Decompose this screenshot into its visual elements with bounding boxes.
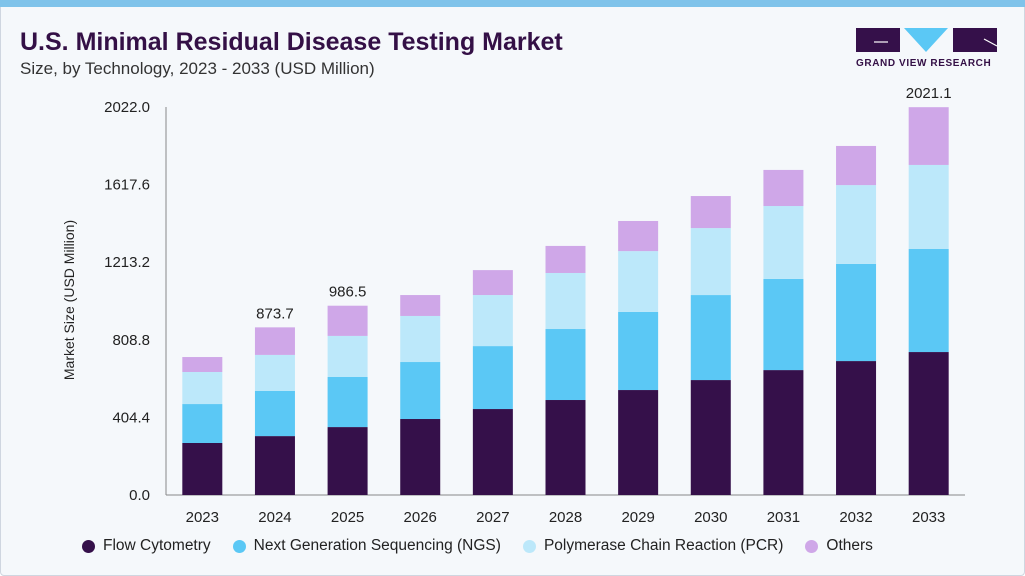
legend-item: Others (805, 537, 873, 555)
bar-segment-next-generation-sequencing-ngs- (763, 278, 804, 371)
legend-item: Next Generation Sequencing (NGS) (232, 537, 501, 555)
bar-segment-others (618, 220, 659, 252)
legend-item: Polymerase Chain Reaction (PCR) (522, 537, 784, 555)
bar-segment-others (182, 357, 223, 372)
bar-segment-flow-cytometry (472, 409, 513, 495)
bar-segment-others (400, 295, 441, 316)
y-tick-label: 1213.2 (104, 254, 150, 271)
data-label: 873.7 (256, 305, 294, 322)
bar-segment-polymerase-chain-reaction-pcr- (763, 206, 804, 279)
bar-segment-polymerase-chain-reaction-pcr- (836, 185, 877, 264)
bar-segment-polymerase-chain-reaction-pcr- (400, 315, 441, 363)
bar-segment-flow-cytometry (690, 380, 731, 495)
bar-segment-polymerase-chain-reaction-pcr- (908, 164, 949, 249)
bar-segment-flow-cytometry (254, 436, 295, 495)
bar-segment-others (836, 145, 877, 186)
x-tick-label: 2032 (839, 509, 872, 526)
x-tick-label: 2026 (404, 509, 437, 526)
bar-segment-polymerase-chain-reaction-pcr- (472, 295, 513, 347)
bar-segment-others (908, 107, 949, 165)
bar-segment-polymerase-chain-reaction-pcr- (327, 335, 368, 377)
bar-segment-next-generation-sequencing-ngs- (400, 362, 441, 420)
legend-label: Flow Cytometry (103, 537, 211, 554)
bar-segment-flow-cytometry (763, 370, 804, 495)
chart-title: U.S. Minimal Residual Disease Testing Ma… (20, 28, 563, 56)
legend-label: Others (826, 537, 873, 554)
top-stripe (0, 0, 1025, 7)
bar-segment-flow-cytometry (327, 427, 368, 495)
y-tick-label: 808.8 (112, 332, 150, 349)
legend-dot-icon (82, 539, 95, 553)
legend-dot-icon (232, 539, 246, 553)
data-label: 986.5 (329, 284, 367, 301)
y-tick-label: 0.0 (129, 487, 150, 504)
legend-dot-icon (805, 539, 819, 553)
bar-segment-next-generation-sequencing-ngs- (254, 390, 295, 437)
data-label: 2021.1 (906, 85, 952, 102)
legend-label: Next Generation Sequencing (NGS) (253, 537, 501, 554)
x-tick-label: 2025 (331, 509, 364, 526)
x-tick-label: 2030 (694, 509, 727, 526)
legend: Flow Cytometry Next Generation Sequencing… (82, 537, 873, 555)
bar-segment-next-generation-sequencing-ngs- (690, 295, 731, 381)
bar-segment-next-generation-sequencing-ngs- (618, 311, 659, 391)
bar-segment-flow-cytometry (545, 400, 586, 495)
y-axis-label: Market Size (USD Million) (61, 220, 77, 380)
bar-segment-polymerase-chain-reaction-pcr- (182, 371, 223, 405)
y-tick-label: 2022.0 (104, 99, 150, 116)
bar-segment-next-generation-sequencing-ngs- (836, 263, 877, 362)
x-tick-label: 2027 (476, 509, 509, 526)
bar-segment-others (690, 196, 731, 229)
bar-segment-others (472, 270, 513, 296)
bar-segment-others (545, 245, 586, 273)
bar-segment-polymerase-chain-reaction-pcr- (618, 251, 659, 312)
bar-segment-polymerase-chain-reaction-pcr- (254, 354, 295, 391)
gvr-logo-icon (856, 28, 998, 52)
legend-dot-icon (522, 539, 536, 553)
x-tick-label: 2028 (549, 509, 582, 526)
logo-text: GRAND VIEW RESEARCH (856, 58, 992, 69)
bar-segment-next-generation-sequencing-ngs- (182, 404, 223, 443)
bar-segment-flow-cytometry (400, 419, 441, 495)
y-tick-label: 1617.6 (104, 177, 150, 194)
bar-segment-flow-cytometry (836, 361, 877, 495)
bar-segment-next-generation-sequencing-ngs- (472, 346, 513, 410)
bar-segment-next-generation-sequencing-ngs- (908, 248, 949, 353)
bar-segment-next-generation-sequencing-ngs- (545, 329, 586, 401)
bar-segment-flow-cytometry (618, 390, 659, 495)
bar-segment-polymerase-chain-reaction-pcr- (545, 272, 586, 330)
x-tick-label: 2033 (912, 509, 945, 526)
bar-segment-others (327, 305, 368, 336)
bar-segment-polymerase-chain-reaction-pcr- (690, 228, 731, 296)
bar-segment-flow-cytometry (908, 352, 949, 495)
x-tick-label: 2031 (767, 509, 800, 526)
bar-segment-others (254, 327, 295, 355)
chart-subtitle: Size, by Technology, 2023 - 2033 (USD Mi… (20, 59, 375, 78)
x-tick-label: 2024 (258, 509, 291, 526)
legend-item: Flow Cytometry (82, 537, 211, 555)
bar-segment-flow-cytometry (182, 442, 223, 495)
bar-segment-next-generation-sequencing-ngs- (327, 376, 368, 428)
legend-label: Polymerase Chain Reaction (PCR) (543, 537, 784, 554)
y-tick-label: 404.4 (112, 409, 150, 426)
x-tick-label: 2023 (186, 509, 219, 526)
bar-segment-others (763, 169, 804, 207)
x-tick-label: 2029 (621, 509, 654, 526)
